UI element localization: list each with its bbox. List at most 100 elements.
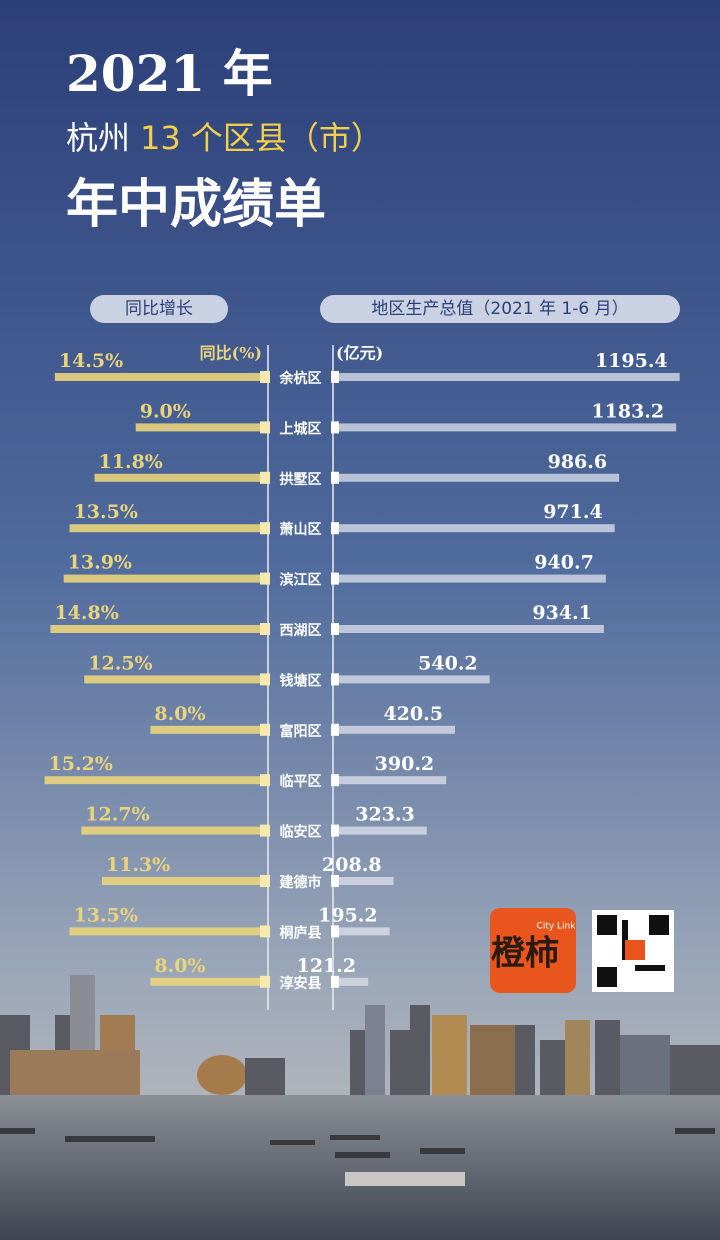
right-value-label: 971.4 bbox=[543, 501, 603, 523]
left-bar bbox=[135, 423, 268, 432]
right-value-label: 121.2 bbox=[297, 955, 357, 977]
right-value-label: 208.8 bbox=[322, 854, 382, 876]
left-value-label: 13.5% bbox=[74, 904, 138, 926]
title-line: 2021 年 bbox=[66, 44, 273, 103]
left-value-label: 14.8% bbox=[54, 602, 118, 624]
legend-pill bbox=[320, 295, 680, 323]
axis-label: (亿元) bbox=[336, 344, 383, 363]
right-bar bbox=[333, 725, 455, 734]
right-value-label: 1183.2 bbox=[591, 400, 664, 422]
category-label: 滨江区 bbox=[280, 572, 322, 589]
bar-end bbox=[260, 875, 270, 887]
right-bar bbox=[333, 826, 427, 835]
title-part: 杭州 bbox=[66, 119, 130, 157]
bar-end bbox=[260, 572, 270, 585]
skyline bbox=[0, 975, 720, 1095]
category-label: 临平区 bbox=[280, 773, 322, 790]
left-value-label: 13.9% bbox=[68, 552, 132, 574]
left-value-label: 9.0% bbox=[140, 400, 191, 422]
bar-end bbox=[260, 623, 270, 635]
bar-start bbox=[331, 471, 339, 484]
right-bar bbox=[333, 977, 369, 986]
logo: 橙柿 City Link bbox=[490, 908, 674, 993]
left-value-label: 11.3% bbox=[106, 854, 170, 876]
bar-end bbox=[260, 471, 270, 484]
category-label: 淳安县 bbox=[280, 975, 322, 992]
right-bar bbox=[333, 625, 604, 633]
right-bar bbox=[333, 473, 620, 482]
right-value-label: 540.2 bbox=[418, 652, 478, 674]
category-label: 富阳区 bbox=[280, 723, 322, 740]
right-bar bbox=[333, 524, 615, 533]
bar-start bbox=[331, 925, 339, 938]
left-bar bbox=[50, 625, 268, 633]
category-label: 萧山区 bbox=[280, 521, 322, 538]
right-bar bbox=[333, 927, 390, 936]
bar-end bbox=[260, 522, 270, 535]
bar-start bbox=[331, 371, 339, 383]
right-value-label: 323.3 bbox=[355, 804, 415, 826]
right-bar bbox=[333, 675, 490, 684]
category-label: 西湖区 bbox=[280, 623, 322, 639]
bar-start bbox=[331, 522, 339, 535]
bar-end bbox=[260, 723, 270, 736]
left-bar bbox=[63, 574, 268, 583]
right-value-label: 1195.4 bbox=[595, 350, 668, 372]
left-value-label: 8.0% bbox=[154, 703, 205, 725]
left-bar bbox=[69, 927, 268, 936]
bar-end bbox=[260, 673, 270, 686]
right-bar bbox=[333, 373, 680, 381]
water bbox=[0, 1095, 720, 1240]
left-bar bbox=[84, 675, 268, 684]
bar-start bbox=[331, 723, 339, 736]
bar-end bbox=[260, 421, 270, 434]
left-bar bbox=[81, 826, 268, 835]
left-value-label: 8.0% bbox=[154, 955, 205, 977]
category-label: 建德市 bbox=[280, 874, 322, 891]
legend-label: 同比增长 bbox=[125, 299, 193, 319]
category-label: 余杭区 bbox=[279, 370, 322, 387]
category-label: 桐庐县 bbox=[280, 924, 322, 941]
bar-start bbox=[331, 875, 339, 887]
bar-end bbox=[260, 774, 270, 787]
logo-text: 橙柿 bbox=[491, 934, 559, 974]
bar-start bbox=[331, 572, 339, 585]
legend-pill bbox=[90, 295, 228, 323]
left-bar bbox=[69, 524, 268, 533]
left-value-label: 12.7% bbox=[85, 804, 149, 826]
right-bar bbox=[333, 776, 447, 785]
title-line: 年中成绩单 bbox=[66, 175, 326, 235]
bar-end bbox=[260, 371, 270, 383]
bar-start bbox=[331, 975, 339, 988]
bar-start bbox=[331, 673, 339, 686]
right-value-label: 940.7 bbox=[534, 552, 594, 574]
right-value-label: 934.1 bbox=[532, 602, 592, 624]
bar-start bbox=[331, 623, 339, 635]
category-label: 钱塘区 bbox=[280, 672, 322, 689]
title-part: 13 个区县（市） bbox=[140, 119, 383, 157]
bar-start bbox=[331, 824, 339, 837]
bar-end bbox=[260, 975, 270, 988]
left-bar bbox=[54, 373, 268, 381]
left-value-label: 13.5% bbox=[74, 501, 138, 523]
left-bar bbox=[94, 473, 268, 482]
bar-start bbox=[331, 421, 339, 434]
left-value-label: 14.5% bbox=[59, 350, 123, 372]
axis-label: 同比(%) bbox=[200, 344, 262, 363]
left-bar bbox=[150, 977, 268, 986]
bar-end bbox=[260, 925, 270, 938]
category-label: 临安区 bbox=[280, 824, 322, 841]
right-bar bbox=[333, 423, 677, 432]
right-value-label: 195.2 bbox=[318, 904, 378, 926]
left-value-label: 11.8% bbox=[99, 451, 163, 473]
left-bar bbox=[101, 877, 268, 885]
legend-label: 地区生产总值（2021 年 1-6 月） bbox=[371, 299, 628, 319]
category-label: 拱墅区 bbox=[280, 471, 322, 488]
left-value-label: 12.5% bbox=[88, 652, 152, 674]
left-bar bbox=[44, 776, 269, 785]
bar-start bbox=[331, 774, 339, 787]
right-bar bbox=[333, 877, 394, 885]
right-value-label: 420.5 bbox=[383, 703, 443, 725]
right-value-label: 390.2 bbox=[375, 753, 435, 775]
